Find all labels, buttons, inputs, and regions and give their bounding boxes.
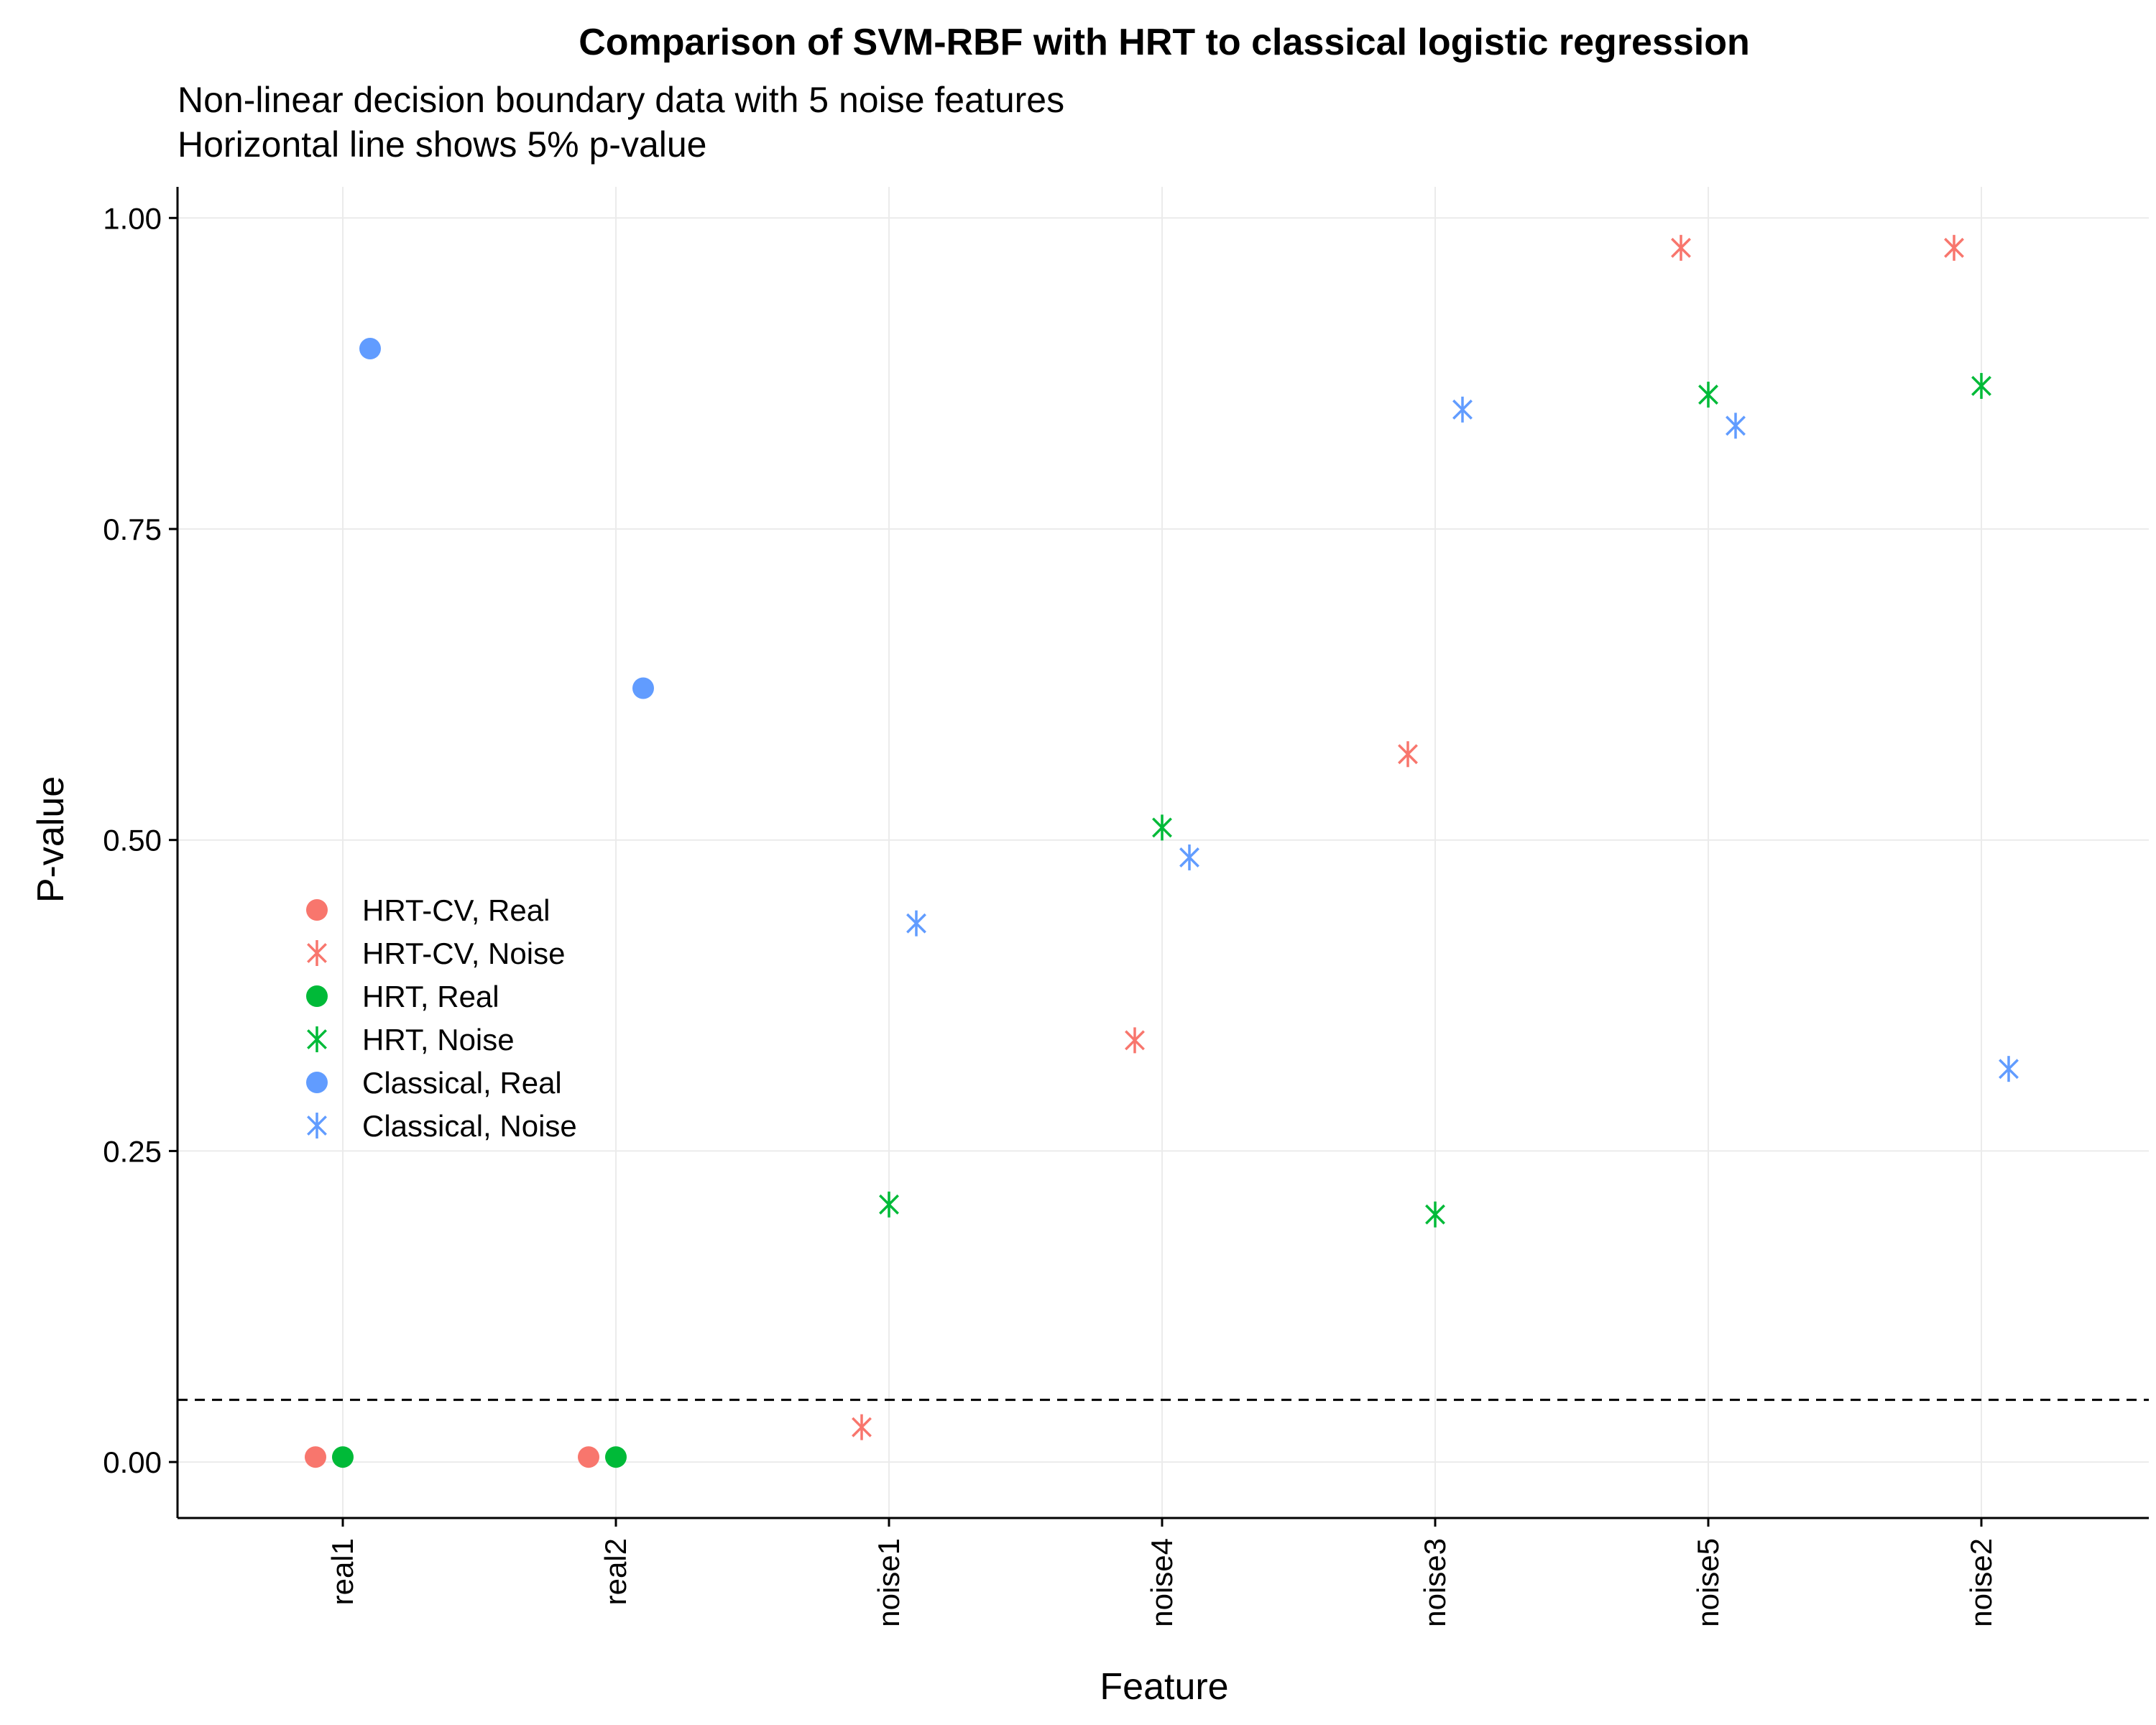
data-point: [1179, 844, 1199, 870]
legend-label: HRT, Noise: [362, 1023, 515, 1057]
legend-key: [306, 899, 328, 921]
data-point: [852, 1414, 872, 1440]
legend-key: [307, 1026, 327, 1052]
legend-label: Classical, Real: [362, 1066, 562, 1100]
data-point: [879, 1191, 899, 1218]
chart-subtitle-line-1: Non-linear decision boundary data with 5…: [178, 80, 1064, 120]
data-points: [305, 234, 2019, 1468]
legend-key: [306, 985, 328, 1007]
data-point: [578, 1446, 599, 1468]
y-tick-label: 1.00: [103, 201, 162, 235]
data-point: [359, 338, 381, 360]
data-point: [1726, 413, 1746, 439]
x-axis-title: Feature: [1100, 1666, 1228, 1708]
legend-key: [307, 940, 327, 966]
y-tick-label: 0.00: [103, 1445, 162, 1479]
data-point: [1452, 396, 1473, 423]
x-tick-label: noise3: [1418, 1538, 1452, 1627]
data-point: [1999, 1056, 2019, 1082]
data-point: [605, 1446, 627, 1468]
y-tick-label: 0.25: [103, 1134, 162, 1168]
data-point: [332, 1446, 354, 1468]
legend-label: HRT-CV, Noise: [362, 937, 565, 970]
data-point: [1698, 382, 1718, 408]
chart-subtitle-line-2: Horizontal line shows 5% p-value: [178, 124, 706, 165]
legend-key: [307, 1113, 327, 1138]
x-tick-label: noise4: [1145, 1538, 1179, 1627]
x-tick-label: real1: [326, 1538, 359, 1605]
chart-title: Comparison of SVM-RBF with HRT to classi…: [579, 22, 1750, 63]
data-point: [1398, 741, 1418, 768]
data-point: [1971, 372, 1991, 399]
x-tick-label: noise1: [872, 1538, 906, 1627]
data-point: [906, 910, 926, 937]
data-point: [305, 1446, 326, 1468]
x-tick-label: real2: [599, 1538, 632, 1605]
x-axis-ticks: real1 real2 noise1 noise4 noise3 noise5 noise2: [326, 1518, 1998, 1627]
x-tick-label: noise2: [1964, 1538, 1998, 1627]
legend-key: [306, 1072, 328, 1093]
data-point: [1944, 234, 1964, 261]
axes: [176, 187, 2149, 1519]
y-tick-label: 0.50: [103, 824, 162, 857]
data-point: [1671, 234, 1691, 261]
legend-label: HRT, Real: [362, 980, 499, 1013]
y-axis-title: P-value: [30, 776, 72, 903]
data-point: [1425, 1201, 1445, 1228]
x-tick-label: noise5: [1691, 1538, 1725, 1627]
data-point: [1125, 1027, 1145, 1054]
data-point: [1152, 814, 1172, 841]
y-tick-label: 0.75: [103, 512, 162, 546]
legend-label: Classical, Noise: [362, 1109, 577, 1143]
data-point: [632, 677, 654, 699]
legend-label: HRT-CV, Real: [362, 893, 550, 927]
y-axis-ticks: 0.00 0.25 0.50 0.75 1.00: [103, 201, 178, 1479]
legend: HRT-CV, Real HRT-CV, Noise HRT, Real HRT, N…: [306, 893, 577, 1143]
grid: [178, 187, 2149, 1518]
